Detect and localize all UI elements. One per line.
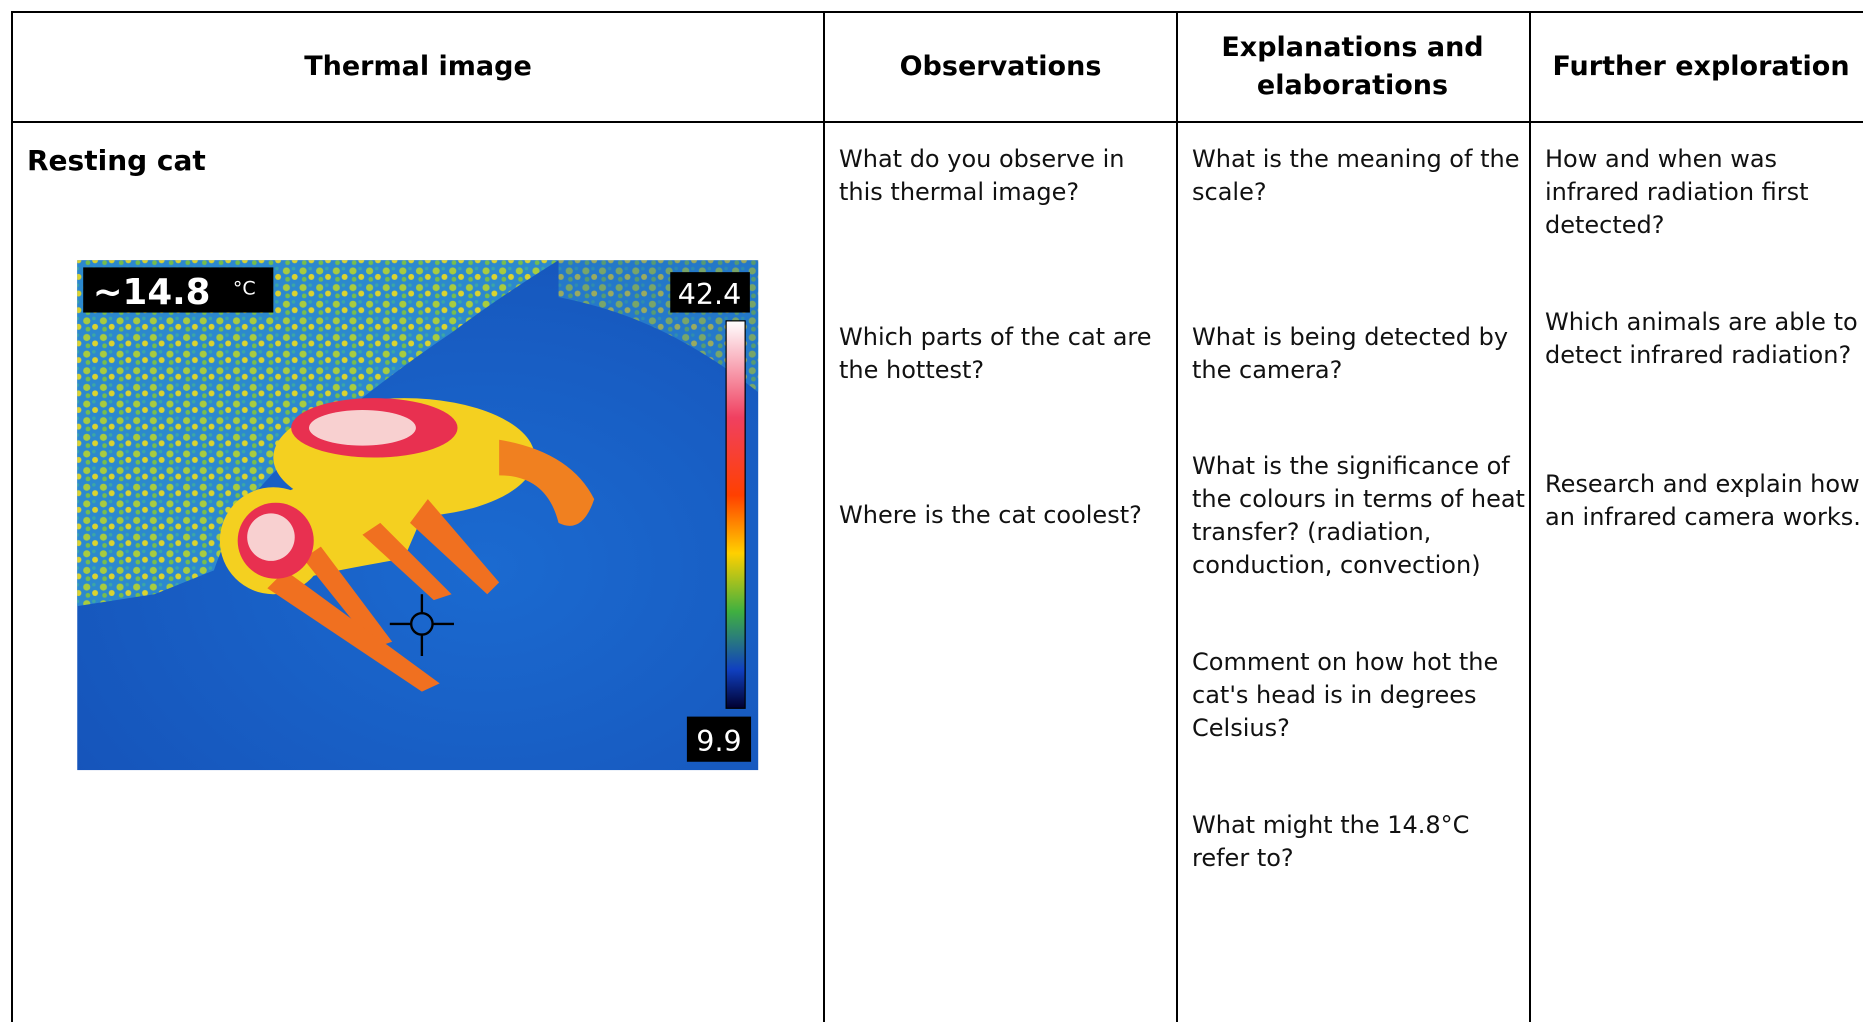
question: What might the 14.8°C refer to? [1192, 811, 1470, 872]
question: What do you observe in this thermal imag… [839, 145, 1125, 206]
question: Research and explain how an infrared cam… [1545, 470, 1861, 531]
question: Which parts of the cat are the hottest? [839, 323, 1152, 384]
unit: °C [233, 278, 256, 300]
table-border [11, 11, 13, 1022]
question: How and when was infrared radiation firs… [1545, 145, 1809, 239]
question: Where is the cat coolest? [839, 501, 1142, 529]
column-header: Further exploration [1552, 51, 1850, 82]
column-header: Thermal image [304, 51, 532, 82]
question: Which animals are able to detect infrare… [1545, 308, 1858, 369]
table-border [1176, 11, 1178, 1022]
question: Comment on how hot the cat's head is in … [1192, 648, 1499, 742]
scale-min: 9.9 [696, 725, 741, 758]
column-header: Observations [899, 51, 1102, 82]
spot-temperature: ~14.8 [93, 272, 211, 313]
table-border [12, 121, 1863, 123]
row-title: Resting cat [27, 144, 206, 177]
scale-max: 42.4 [678, 278, 742, 311]
table-border [12, 11, 1863, 13]
question: What is the meaning of the scale? [1192, 145, 1520, 206]
table-border [823, 11, 825, 1022]
question: What is the significance of the colours … [1192, 452, 1525, 579]
column-header: Explanations and elaborations [1221, 32, 1484, 101]
table-border [1529, 11, 1531, 1022]
question: What is being detected by the camera? [1192, 323, 1509, 384]
